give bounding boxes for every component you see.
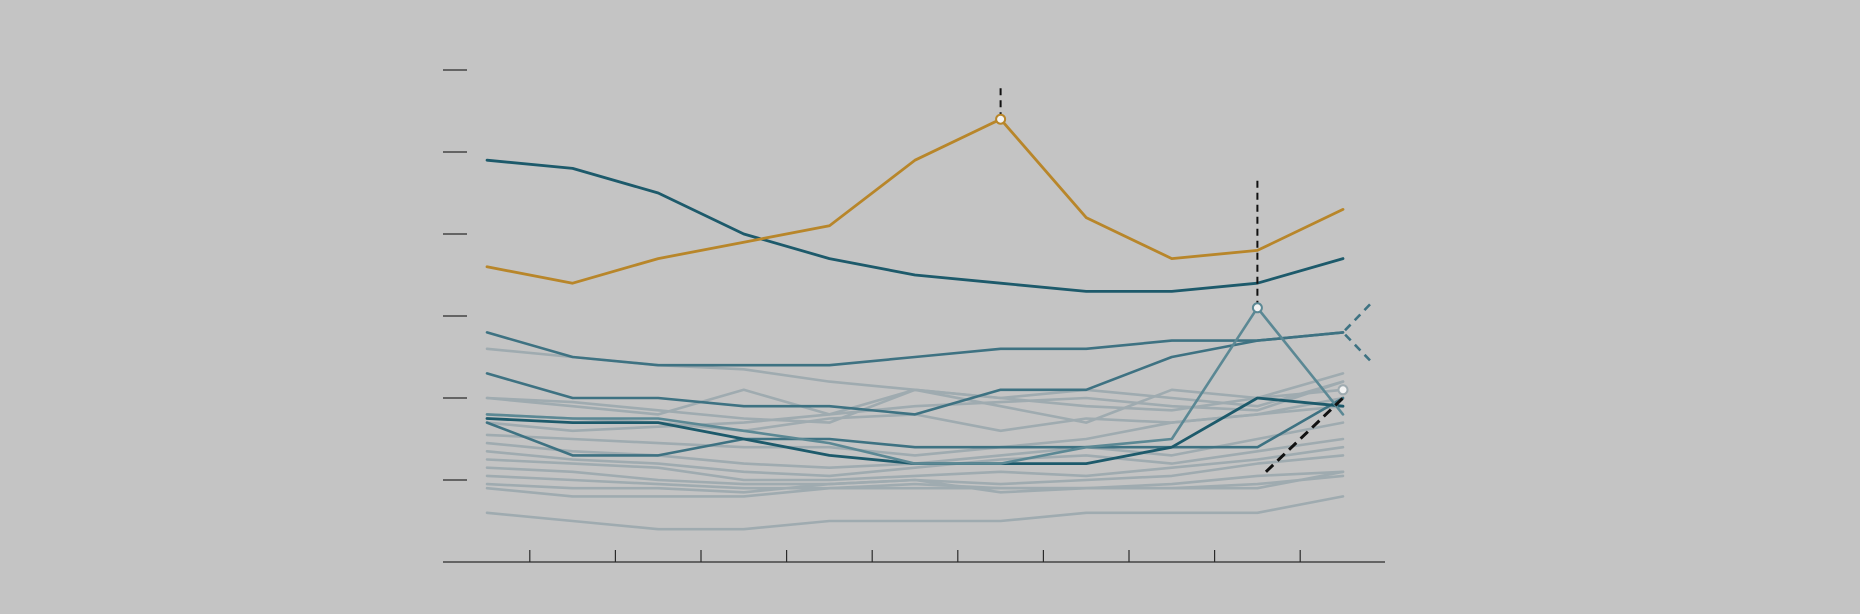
annotation-diagonal-2 bbox=[1264, 396, 1345, 473]
series-line-context-10 bbox=[485, 470, 1345, 498]
series-line-context-5 bbox=[485, 437, 1345, 478]
accent-series bbox=[485, 158, 1345, 466]
series-line-context-8 bbox=[485, 470, 1345, 490]
markers bbox=[995, 113, 1349, 396]
series-line-accent_dark-15 bbox=[485, 158, 1345, 293]
series-line-accent_mid-16 bbox=[485, 331, 1345, 367]
series-line-context-11 bbox=[485, 495, 1345, 531]
marker-point-1 bbox=[1251, 302, 1263, 314]
marker-point-0 bbox=[995, 113, 1007, 125]
context-series bbox=[485, 347, 1345, 531]
series-line-context-6 bbox=[485, 445, 1345, 482]
series-line-context-9 bbox=[485, 474, 1345, 494]
series-line-context-13 bbox=[485, 380, 1345, 433]
series-line-context-3 bbox=[485, 396, 1345, 457]
annotation-chevron-3 bbox=[1341, 303, 1371, 362]
series-line-accent_mid-17 bbox=[485, 331, 1345, 416]
y-axis-ticks bbox=[443, 69, 467, 481]
x-axis bbox=[443, 550, 1385, 563]
series-line-highlight-14 bbox=[485, 117, 1345, 285]
series-line-accent_mid-18 bbox=[485, 396, 1345, 457]
highlight-series bbox=[485, 117, 1345, 285]
series-line-context-12 bbox=[485, 372, 1345, 424]
series-line-accent_light-20 bbox=[485, 306, 1345, 465]
marker-point-2 bbox=[1337, 384, 1349, 396]
